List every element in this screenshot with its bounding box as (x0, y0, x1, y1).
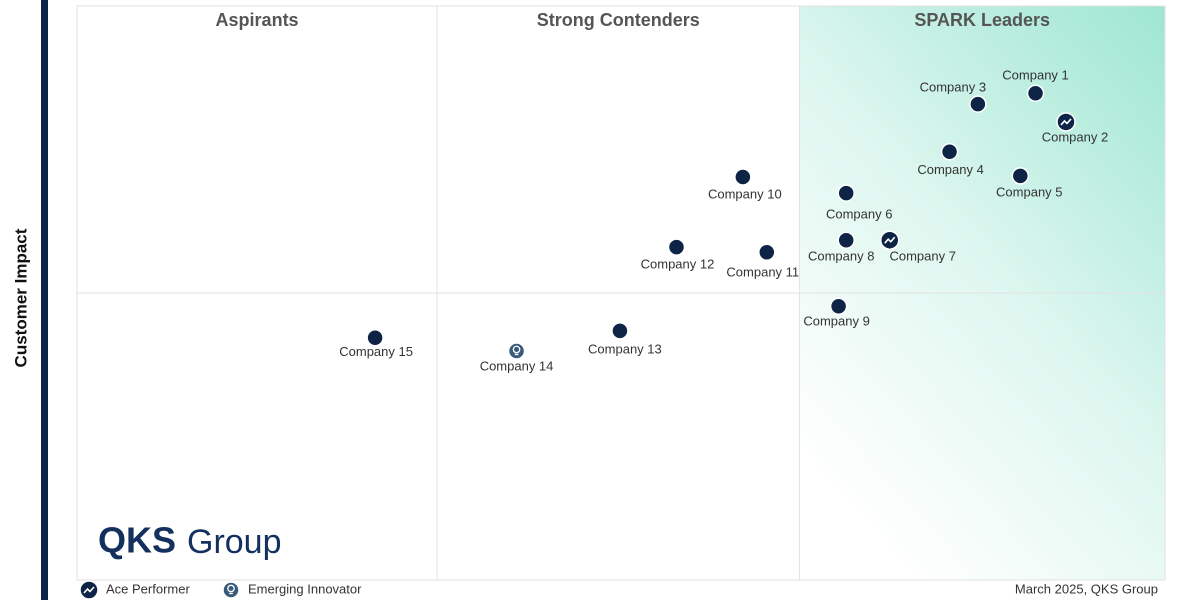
company-point: Company 2 (1042, 112, 1108, 144)
company-point: Company 9 (803, 297, 870, 329)
point-label: Company 3 (920, 80, 986, 95)
company-point: Company 3 (920, 80, 987, 113)
legend-item: Ace Performer (79, 580, 190, 600)
point-label: Company 8 (808, 249, 874, 264)
point (969, 95, 987, 113)
point (734, 168, 752, 186)
icon (1060, 118, 1072, 126)
plot-area: Aspirants Strong Contenders SPARK Leaders C… (76, 5, 1166, 581)
point (1011, 167, 1030, 185)
company-point: Company 5 (996, 167, 1063, 199)
company-point: Company 4 (917, 143, 984, 177)
company-point: Company 12 (641, 238, 715, 272)
point (366, 329, 384, 347)
point-label: Company 5 (996, 184, 1062, 199)
point-label: Company 4 (917, 162, 983, 177)
logo-light: Group (187, 523, 282, 561)
icon (512, 345, 521, 354)
quadrant-label: SPARK Leaders (914, 10, 1050, 30)
point-label: Company 9 (803, 314, 869, 329)
point (837, 231, 855, 249)
point-label: Company 1 (1002, 68, 1068, 83)
point (611, 322, 629, 340)
side-bar (41, 0, 48, 600)
company-point: Company 1 (1002, 68, 1069, 102)
point (1026, 84, 1045, 102)
point-label: Company 6 (826, 207, 892, 222)
company-point: Company 6 (826, 184, 892, 222)
point-label: Company 7 (889, 249, 955, 264)
company-point: Company 15 (339, 329, 413, 359)
point-label: Company 2 (1042, 129, 1108, 144)
footer-note: March 2025, QKS Group (1015, 581, 1158, 596)
legend-item: Emerging Innovator (222, 581, 362, 599)
y-axis-label: Customer Impact (11, 228, 30, 367)
point (667, 238, 686, 256)
point (507, 342, 526, 360)
icon (884, 236, 896, 244)
point (758, 243, 776, 261)
point-label: Company 14 (480, 358, 554, 373)
point-label: Company 13 (588, 341, 662, 356)
point (940, 143, 959, 161)
point-label: Company 11 (726, 265, 799, 280)
point (222, 581, 240, 599)
icon (227, 584, 235, 593)
company-point: Company 14 (480, 342, 554, 373)
company-point: Company 10 (708, 168, 782, 201)
company-point: Company 11 (726, 243, 799, 280)
point-label: Company 15 (339, 344, 413, 359)
company-point: Company 7 (879, 230, 956, 264)
point (837, 184, 855, 202)
icon (83, 586, 95, 594)
point (829, 297, 848, 315)
quadrant-label: Aspirants (216, 10, 299, 30)
legend-label: Ace Performer (106, 581, 190, 596)
company-point: Company 13 (588, 322, 662, 356)
point-label: Company 12 (641, 257, 715, 272)
legend-label: Emerging Innovator (248, 581, 362, 596)
company-point: Company 8 (808, 231, 874, 264)
point-label: Company 10 (708, 186, 782, 201)
logo-bold: QKS (98, 520, 176, 561)
quadrant-label: Strong Contenders (537, 10, 700, 30)
